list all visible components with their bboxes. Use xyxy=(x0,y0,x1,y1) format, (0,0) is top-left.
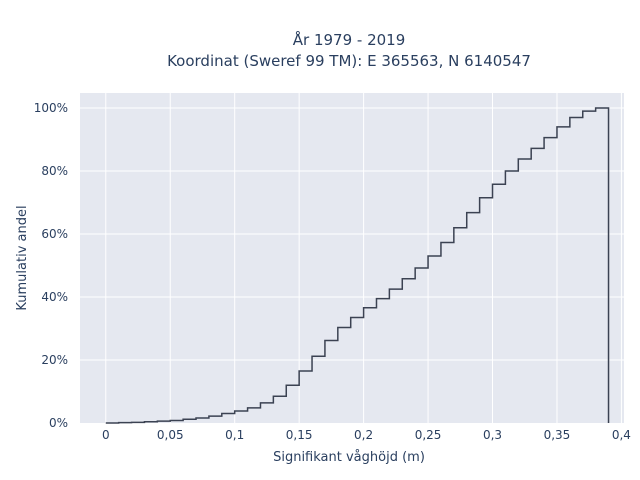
y-tick-label: 0% xyxy=(49,416,68,430)
x-tick-label: 0,1 xyxy=(225,428,244,442)
x-tick-label: 0,35 xyxy=(544,428,571,442)
x-tick-label: 0,15 xyxy=(286,428,313,442)
x-tick-label: 0,25 xyxy=(415,428,442,442)
y-axis-title: Kumulativ andel xyxy=(15,205,30,310)
y-tick-label: 20% xyxy=(41,353,68,367)
y-tick-labels: 0% 20% 40% 60% 80% 100% xyxy=(34,101,68,430)
x-tick-label: 0,4 xyxy=(612,428,631,442)
chart-title-line1: År 1979 - 2019 xyxy=(293,30,406,49)
x-tick-labels: 0 0,05 0,1 0,15 0,2 0,25 0,3 0,35 0,4 xyxy=(102,428,631,442)
x-axis-title: Signifikant våghöjd (m) xyxy=(273,450,425,465)
y-tick-label: 40% xyxy=(41,290,68,304)
x-tick-label: 0,3 xyxy=(483,428,502,442)
plot-background xyxy=(80,93,624,423)
y-tick-label: 80% xyxy=(41,164,68,178)
y-tick-label: 60% xyxy=(41,227,68,241)
chart-title-line2: Koordinat (Sweref 99 TM): E 365563, N 61… xyxy=(167,52,531,70)
cumulative-step-line xyxy=(105,107,610,424)
y-tick-label: 100% xyxy=(34,101,68,115)
x-tick-label: 0 xyxy=(102,428,110,442)
x-tick-label: 0,2 xyxy=(354,428,373,442)
x-tick-label: 0,05 xyxy=(157,428,184,442)
line-layer xyxy=(105,107,610,424)
